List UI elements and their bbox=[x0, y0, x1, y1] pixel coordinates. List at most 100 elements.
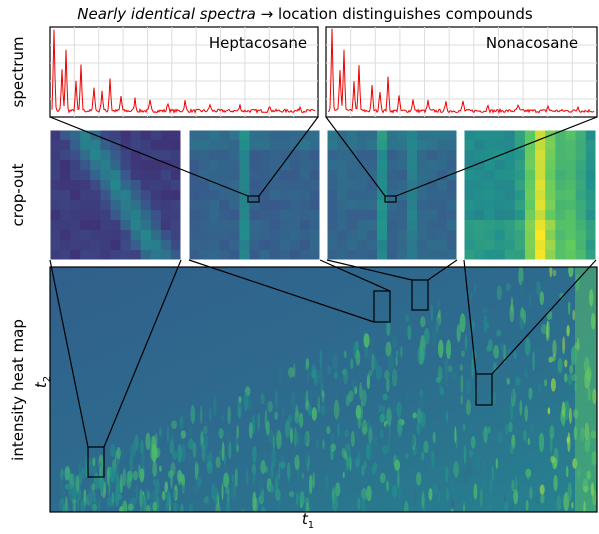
crop-cell bbox=[259, 190, 271, 201]
crop-cell bbox=[229, 240, 240, 251]
heat-spot bbox=[221, 483, 224, 501]
heat-spot bbox=[547, 407, 551, 415]
crop-cell bbox=[90, 200, 101, 211]
crop-cell bbox=[447, 150, 457, 161]
heat-spot bbox=[275, 472, 279, 490]
crop-cell bbox=[309, 130, 320, 141]
crop-cell bbox=[150, 180, 162, 191]
heat-spot bbox=[564, 400, 570, 420]
crop-cell bbox=[555, 210, 567, 221]
crop-cell bbox=[289, 150, 301, 161]
crop-cell bbox=[447, 240, 457, 251]
heat-spot bbox=[513, 350, 518, 360]
heat-spot bbox=[567, 482, 572, 502]
crop-cell bbox=[474, 250, 485, 260]
crop-cell bbox=[150, 170, 162, 181]
heat-spot bbox=[230, 482, 237, 501]
heat-spot bbox=[520, 280, 523, 297]
heat-spot bbox=[532, 351, 535, 371]
heat-spot bbox=[431, 451, 435, 470]
crop-cell bbox=[189, 170, 200, 181]
crop-cell bbox=[219, 140, 230, 151]
heat-spot bbox=[396, 417, 403, 437]
heat-spot bbox=[447, 365, 453, 373]
crop-cell bbox=[524, 240, 536, 251]
crop-cell bbox=[110, 250, 122, 260]
crop-cell bbox=[209, 200, 220, 211]
heat-spot bbox=[368, 347, 371, 362]
heat-spot bbox=[396, 401, 402, 418]
crop-cell bbox=[407, 240, 418, 251]
heat-spot bbox=[72, 497, 76, 512]
zoom-box bbox=[384, 195, 397, 203]
heat-spot bbox=[111, 491, 115, 507]
crop-cell bbox=[50, 170, 61, 181]
heat-spot bbox=[488, 478, 493, 496]
crop-cell bbox=[347, 220, 358, 231]
crop-cell bbox=[100, 130, 111, 141]
crop-cell bbox=[447, 200, 457, 211]
crop-cell bbox=[524, 230, 536, 241]
heat-frame bbox=[49, 266, 598, 513]
crop-cell bbox=[130, 230, 142, 241]
crop-cell bbox=[279, 160, 291, 171]
heat-spot bbox=[362, 426, 368, 434]
crop-cell bbox=[229, 220, 240, 231]
crop-cell bbox=[585, 190, 596, 201]
heat-spot bbox=[179, 415, 184, 430]
crop-cell bbox=[327, 140, 338, 151]
heat-spot bbox=[97, 497, 101, 512]
crop-cell bbox=[249, 230, 261, 241]
heat-spot bbox=[436, 298, 441, 312]
crop-cell bbox=[120, 230, 132, 241]
crop-cell bbox=[367, 170, 378, 181]
crop-cell bbox=[474, 240, 485, 251]
crop-cell bbox=[199, 210, 210, 221]
heat-spot bbox=[267, 400, 273, 413]
heat-spot bbox=[290, 390, 296, 410]
heat-spot bbox=[497, 431, 503, 443]
heat-spot bbox=[440, 378, 446, 388]
crop-cell bbox=[447, 210, 457, 221]
crop-frame bbox=[463, 129, 597, 261]
crop-cell bbox=[289, 240, 301, 251]
heat-spot bbox=[321, 390, 325, 398]
crop-cell bbox=[279, 140, 291, 151]
heat-spot bbox=[330, 443, 337, 452]
heat-spot bbox=[139, 468, 145, 483]
heat-spot bbox=[552, 339, 557, 357]
crop-cell bbox=[189, 140, 200, 151]
link bbox=[49, 259, 182, 448]
heat-spot bbox=[571, 501, 574, 509]
heat-spot bbox=[234, 468, 238, 488]
heat-spot bbox=[168, 470, 174, 479]
heat-spot bbox=[317, 395, 320, 414]
crop-cell bbox=[60, 160, 71, 171]
heat-spot bbox=[260, 393, 265, 405]
crop-cell bbox=[100, 140, 111, 151]
crop-cell bbox=[565, 150, 577, 161]
crop-cell bbox=[80, 220, 91, 231]
heat-spot bbox=[416, 422, 421, 436]
heat-spot bbox=[152, 501, 158, 512]
heat-spot bbox=[466, 451, 471, 470]
heat-spot bbox=[459, 364, 463, 372]
crop-cell bbox=[239, 240, 250, 251]
heat-spot bbox=[388, 396, 392, 410]
heat-spot bbox=[135, 484, 138, 501]
crop-cell bbox=[377, 140, 388, 151]
links bbox=[49, 116, 598, 478]
heat-spot bbox=[386, 406, 392, 427]
heat-spot bbox=[481, 307, 488, 315]
heat-spot bbox=[382, 405, 385, 414]
heat-spot bbox=[445, 339, 452, 360]
crop-cell bbox=[130, 180, 142, 191]
crop-cell bbox=[80, 160, 91, 171]
heat-spot bbox=[307, 486, 310, 495]
crop-cell bbox=[535, 240, 546, 251]
crop-cell bbox=[60, 170, 71, 181]
crop-cell bbox=[514, 250, 526, 260]
crop-cell bbox=[259, 130, 271, 141]
heat-spot bbox=[470, 436, 476, 449]
heat-spot bbox=[567, 301, 571, 315]
